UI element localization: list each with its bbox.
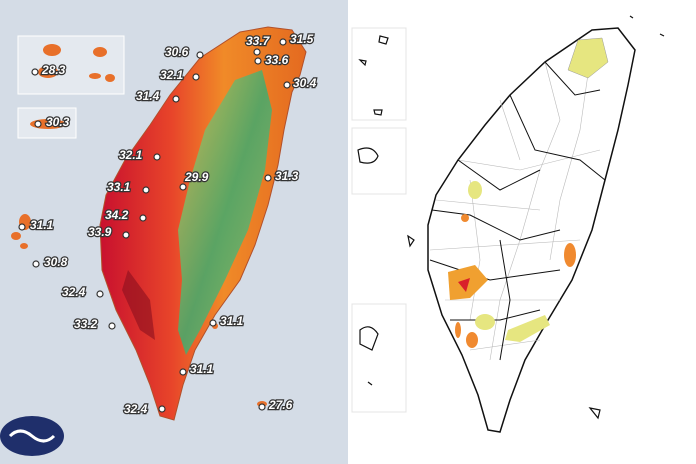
temp-label: 27.6 <box>268 398 293 412</box>
station-dot <box>18 223 26 231</box>
temp-label: 30.6 <box>165 45 189 59</box>
temp-label: 28.3 <box>41 63 66 77</box>
temp-label: 33.6 <box>265 53 289 67</box>
station-dot <box>108 322 116 330</box>
station-dot <box>279 38 287 46</box>
station-dot <box>283 81 291 89</box>
station-dot <box>258 403 266 411</box>
temp-label: 30.8 <box>44 255 68 269</box>
temp-label: 33.7 <box>246 34 271 48</box>
station-dot <box>31 68 39 76</box>
islands-outline <box>357 15 665 420</box>
temp-label: 33.9 <box>88 225 112 239</box>
station-dot <box>179 368 187 376</box>
temp-label: 31.1 <box>190 362 214 376</box>
station-dot <box>122 231 130 239</box>
temp-label: 31.5 <box>290 32 314 46</box>
temp-label: 32.4 <box>62 285 86 299</box>
logo-mark <box>8 429 56 443</box>
station-dot <box>139 214 147 222</box>
mountain-range <box>178 70 272 355</box>
station-dot <box>253 48 261 56</box>
temp-label: 32.1 <box>119 148 143 162</box>
islands <box>11 44 267 407</box>
stations: 30.6 33.7 31.5 33.6 32.1 30.4 31.4 28.3 … <box>18 31 318 417</box>
station-dot <box>264 174 272 182</box>
temp-label: 31.1 <box>220 314 244 328</box>
temp-label: 33.1 <box>107 180 131 194</box>
county-lines <box>429 61 606 361</box>
inset-box <box>17 35 125 95</box>
station-dot <box>34 120 42 128</box>
alert-areas <box>448 37 609 348</box>
temp-label: 30.3 <box>46 115 70 129</box>
station-dot <box>179 183 187 191</box>
temp-label: 29.9 <box>184 170 209 184</box>
temp-label: 34.2 <box>105 208 129 222</box>
district-lines <box>429 59 601 361</box>
inset-box <box>351 303 407 413</box>
station-dot <box>32 260 40 268</box>
station-dot <box>254 57 262 65</box>
station-dot <box>196 51 204 59</box>
temp-label: 32.4 <box>124 402 148 416</box>
temp-label: 31.3 <box>275 169 299 183</box>
temp-label: 32.1 <box>160 68 184 82</box>
hot-zone <box>122 270 155 340</box>
inset-box <box>351 27 407 121</box>
temp-label: 31.4 <box>136 89 160 103</box>
station-dot <box>96 290 104 298</box>
taiwan-outline <box>427 27 636 433</box>
inset-box <box>351 127 407 195</box>
station-dot <box>192 73 200 81</box>
station-dot <box>209 319 217 327</box>
temp-label: 33.2 <box>74 317 98 331</box>
station-dot <box>158 405 166 413</box>
station-dot <box>153 153 161 161</box>
temp-label: 30.4 <box>293 76 317 90</box>
station-dot <box>172 95 180 103</box>
station-dot <box>142 186 150 194</box>
temp-label: 31.1 <box>30 218 54 232</box>
